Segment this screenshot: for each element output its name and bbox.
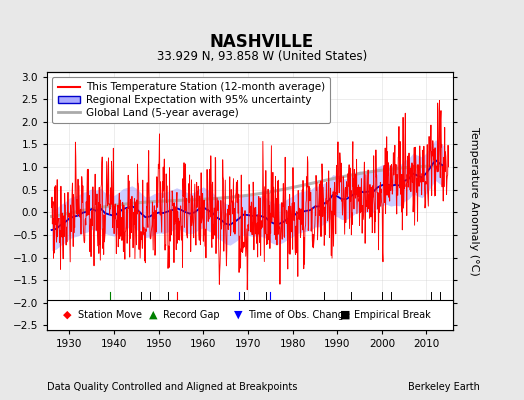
Text: ▼: ▼	[234, 310, 243, 320]
Text: Record Gap: Record Gap	[163, 310, 220, 320]
Text: Berkeley Earth: Berkeley Earth	[408, 382, 479, 392]
Text: ▲: ▲	[149, 310, 157, 320]
Y-axis label: Temperature Anomaly (°C): Temperature Anomaly (°C)	[469, 127, 479, 275]
Text: ◆: ◆	[63, 310, 72, 320]
Text: 33.929 N, 93.858 W (United States): 33.929 N, 93.858 W (United States)	[157, 50, 367, 63]
Text: Time of Obs. Change: Time of Obs. Change	[248, 310, 350, 320]
Legend: This Temperature Station (12-month average), Regional Expectation with 95% uncer: This Temperature Station (12-month avera…	[52, 77, 330, 123]
Text: Data Quality Controlled and Aligned at Breakpoints: Data Quality Controlled and Aligned at B…	[47, 382, 298, 392]
Text: NASHVILLE: NASHVILLE	[210, 33, 314, 51]
Text: ■: ■	[340, 310, 350, 320]
Text: Empirical Break: Empirical Break	[354, 310, 431, 320]
Text: Station Move: Station Move	[78, 310, 141, 320]
